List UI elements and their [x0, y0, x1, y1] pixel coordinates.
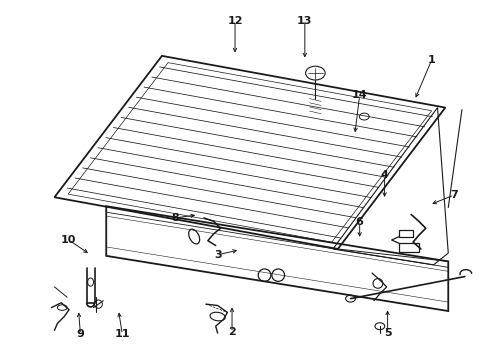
Text: 12: 12	[227, 15, 243, 26]
Text: 9: 9	[76, 329, 84, 339]
Text: 3: 3	[214, 250, 222, 260]
Text: 10: 10	[61, 235, 76, 245]
Text: 14: 14	[352, 90, 368, 100]
Text: 8: 8	[172, 213, 179, 223]
Text: 2: 2	[228, 327, 236, 337]
Text: 11: 11	[115, 329, 130, 339]
Text: 4: 4	[381, 170, 389, 180]
Text: 5: 5	[384, 328, 392, 338]
Text: 1: 1	[428, 55, 435, 66]
Text: 6: 6	[356, 217, 364, 227]
Text: 7: 7	[450, 190, 458, 200]
Text: 13: 13	[297, 15, 313, 26]
